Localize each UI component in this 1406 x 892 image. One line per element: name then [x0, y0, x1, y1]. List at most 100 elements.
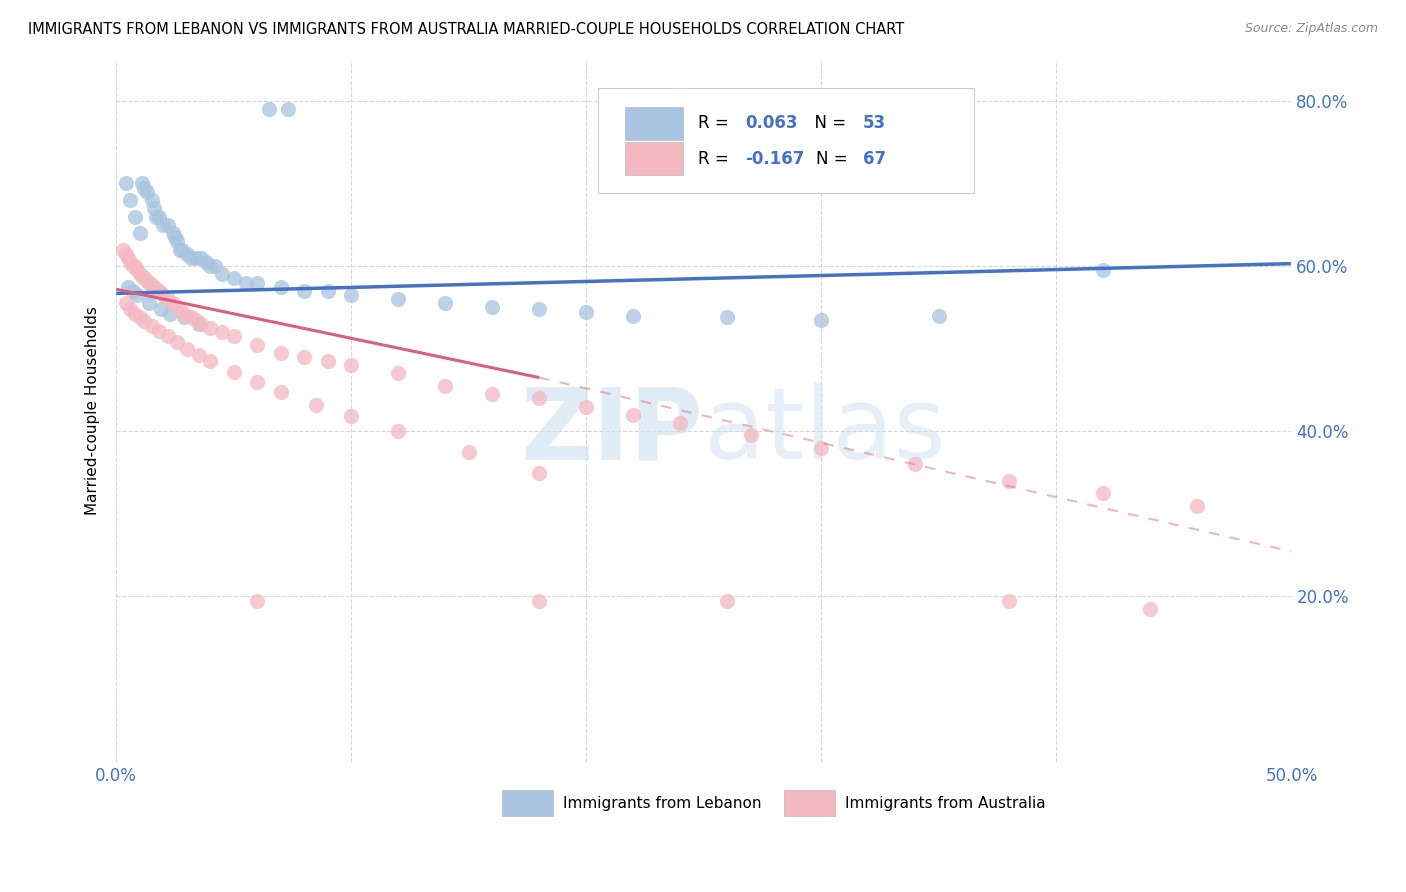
Point — [142, 201, 165, 215]
Point — [114, 246, 136, 260]
Point — [162, 226, 184, 240]
Point — [235, 276, 257, 290]
Point — [669, 416, 692, 430]
Point — [172, 304, 194, 318]
Point — [180, 251, 202, 265]
Point — [166, 301, 188, 315]
Point — [134, 314, 156, 328]
Point — [176, 342, 198, 356]
Point — [131, 268, 153, 283]
Point — [152, 218, 174, 232]
Text: R =: R = — [697, 150, 734, 169]
Point — [481, 301, 503, 315]
Point — [148, 324, 170, 338]
Point — [292, 350, 315, 364]
Point — [575, 400, 598, 414]
Point — [204, 259, 226, 273]
Point — [117, 279, 139, 293]
Point — [128, 268, 150, 282]
Point — [141, 193, 163, 207]
FancyBboxPatch shape — [626, 143, 683, 175]
Point — [529, 391, 551, 405]
Point — [127, 288, 149, 302]
Point — [194, 255, 217, 269]
Point — [257, 102, 280, 116]
Point — [340, 288, 363, 302]
Point — [124, 259, 146, 273]
Point — [176, 246, 198, 260]
Point — [159, 307, 181, 321]
Point — [387, 292, 409, 306]
Text: Source: ZipAtlas.com: Source: ZipAtlas.com — [1244, 22, 1378, 36]
Point — [127, 263, 149, 277]
Point — [117, 251, 139, 265]
Point — [148, 284, 170, 298]
Point — [621, 309, 644, 323]
Point — [575, 304, 598, 318]
Point — [141, 318, 163, 333]
Point — [138, 296, 160, 310]
Point — [222, 329, 245, 343]
Point — [173, 310, 195, 325]
Text: -0.167: -0.167 — [745, 150, 804, 169]
Point — [340, 358, 363, 372]
Point — [222, 271, 245, 285]
Point — [124, 307, 146, 321]
Point — [138, 276, 160, 290]
Point — [187, 317, 209, 331]
Point — [481, 387, 503, 401]
Point — [120, 255, 142, 269]
Point — [172, 243, 194, 257]
Point — [149, 301, 172, 316]
Point — [529, 301, 551, 316]
Point — [128, 310, 150, 325]
Point — [716, 593, 738, 607]
Point — [457, 445, 479, 459]
Point — [316, 354, 339, 368]
Point — [222, 365, 245, 379]
Text: N =: N = — [815, 150, 852, 169]
Point — [190, 251, 212, 265]
Text: R =: R = — [697, 114, 734, 132]
Point — [124, 210, 146, 224]
Point — [176, 309, 198, 323]
Point — [904, 458, 927, 472]
Point — [211, 268, 233, 282]
Point — [163, 230, 186, 244]
Point — [270, 279, 292, 293]
Text: Immigrants from Lebanon: Immigrants from Lebanon — [562, 796, 761, 811]
Point — [187, 348, 209, 362]
Point — [246, 276, 269, 290]
Point — [810, 312, 832, 326]
Point — [1092, 263, 1115, 277]
Point — [134, 271, 156, 285]
Point — [135, 274, 157, 288]
Point — [1139, 602, 1161, 616]
Y-axis label: Married-couple Households: Married-couple Households — [86, 306, 100, 515]
Point — [120, 193, 142, 207]
Point — [166, 334, 188, 349]
Point — [810, 441, 832, 455]
Point — [142, 279, 165, 293]
Point — [135, 185, 157, 199]
Point — [169, 243, 191, 257]
Point — [387, 367, 409, 381]
Point — [270, 346, 292, 360]
Point — [1187, 499, 1209, 513]
Text: 0.063: 0.063 — [745, 114, 797, 132]
Point — [340, 409, 363, 424]
Point — [434, 296, 457, 310]
Point — [200, 259, 222, 273]
Point — [1092, 486, 1115, 500]
Point — [156, 292, 179, 306]
Point — [529, 466, 551, 480]
Text: IMMIGRANTS FROM LEBANON VS IMMIGRANTS FROM AUSTRALIA MARRIED-COUPLE HOUSEHOLDS C: IMMIGRANTS FROM LEBANON VS IMMIGRANTS FR… — [28, 22, 904, 37]
Text: Immigrants from Australia: Immigrants from Australia — [845, 796, 1046, 811]
Point — [186, 312, 208, 326]
Point — [529, 593, 551, 607]
Point — [156, 218, 179, 232]
Point — [740, 428, 762, 442]
Point — [180, 310, 202, 325]
Point — [134, 180, 156, 194]
Point — [162, 296, 184, 310]
